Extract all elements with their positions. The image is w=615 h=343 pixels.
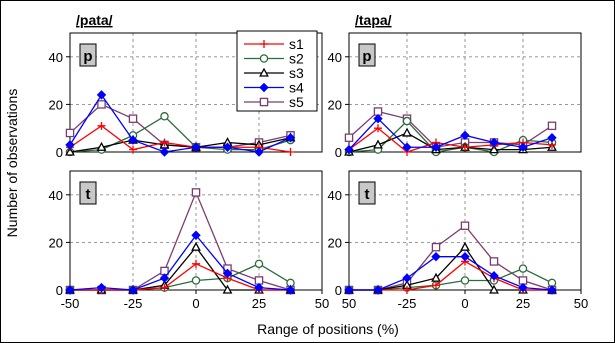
x-tick-label: 0 [192, 296, 199, 311]
x-tick-label: 50 [574, 296, 588, 311]
y-tick-label: 20 [328, 97, 342, 112]
panel-3: 0 20 40 -50 -25 0 25 50 t [49, 171, 330, 311]
y-tick-label: 20 [49, 235, 63, 250]
x-tick-label: -25 [398, 296, 417, 311]
y-tick-label: 0 [335, 145, 342, 160]
plot-area [349, 171, 581, 290]
y-axis-label: Number of observations [4, 89, 20, 238]
data-point-s5 [129, 115, 136, 122]
panel-label-box: t [80, 182, 96, 204]
data-point-s5 [345, 134, 352, 141]
data-point-s5 [490, 258, 497, 265]
y-tick-label: 40 [49, 188, 63, 203]
x-tick-label: 50 [342, 296, 356, 311]
panel-label: p [362, 48, 371, 65]
data-point-s5 [66, 129, 73, 136]
y-tick-label: 20 [49, 97, 63, 112]
x-tick-label: 25 [516, 296, 530, 311]
x-tick-label: -50 [61, 296, 80, 311]
data-point-s2 [161, 113, 168, 120]
data-point-s5 [98, 101, 105, 108]
x-tick-label: -25 [124, 296, 143, 311]
data-point-s2 [403, 117, 410, 124]
panel-label-box: t [359, 182, 375, 204]
data-point-s5 [192, 189, 199, 196]
panel-title: /tapa/ [355, 12, 392, 28]
x-tick-label: 50 [315, 296, 329, 311]
panel-2: 0 20 40/tapa/p [328, 12, 581, 160]
y-tick-label: 40 [328, 50, 342, 65]
panel-label: p [83, 48, 92, 65]
panel-label-box: p [359, 44, 375, 66]
legend-marker-s2 [260, 55, 267, 62]
y-tick-label: 20 [328, 235, 342, 250]
data-point-s5 [432, 244, 439, 251]
panel-4: 0 20 40 50 -25 0 25 50 t [328, 171, 589, 311]
x-tick-label: 25 [252, 296, 266, 311]
data-point-s2 [519, 265, 526, 272]
panel-label: t [86, 186, 91, 203]
panel-label: t [365, 186, 370, 203]
panel-label-box: p [80, 44, 96, 66]
legend-label: s5 [289, 94, 304, 110]
y-tick-label: 0 [56, 145, 63, 160]
data-point-s5 [461, 222, 468, 229]
legend-box [237, 31, 317, 111]
panel-title: /pata/ [76, 12, 113, 28]
data-point-s2 [192, 277, 199, 284]
data-point-s5 [548, 122, 555, 129]
y-tick-label: 40 [328, 188, 342, 203]
y-tick-label: 40 [49, 50, 63, 65]
x-axis-label: Range of positions (%) [257, 321, 399, 337]
data-point-s2 [461, 277, 468, 284]
legend-marker-s5 [260, 98, 267, 105]
x-tick-label: 0 [461, 296, 468, 311]
data-point-s2 [255, 260, 262, 267]
